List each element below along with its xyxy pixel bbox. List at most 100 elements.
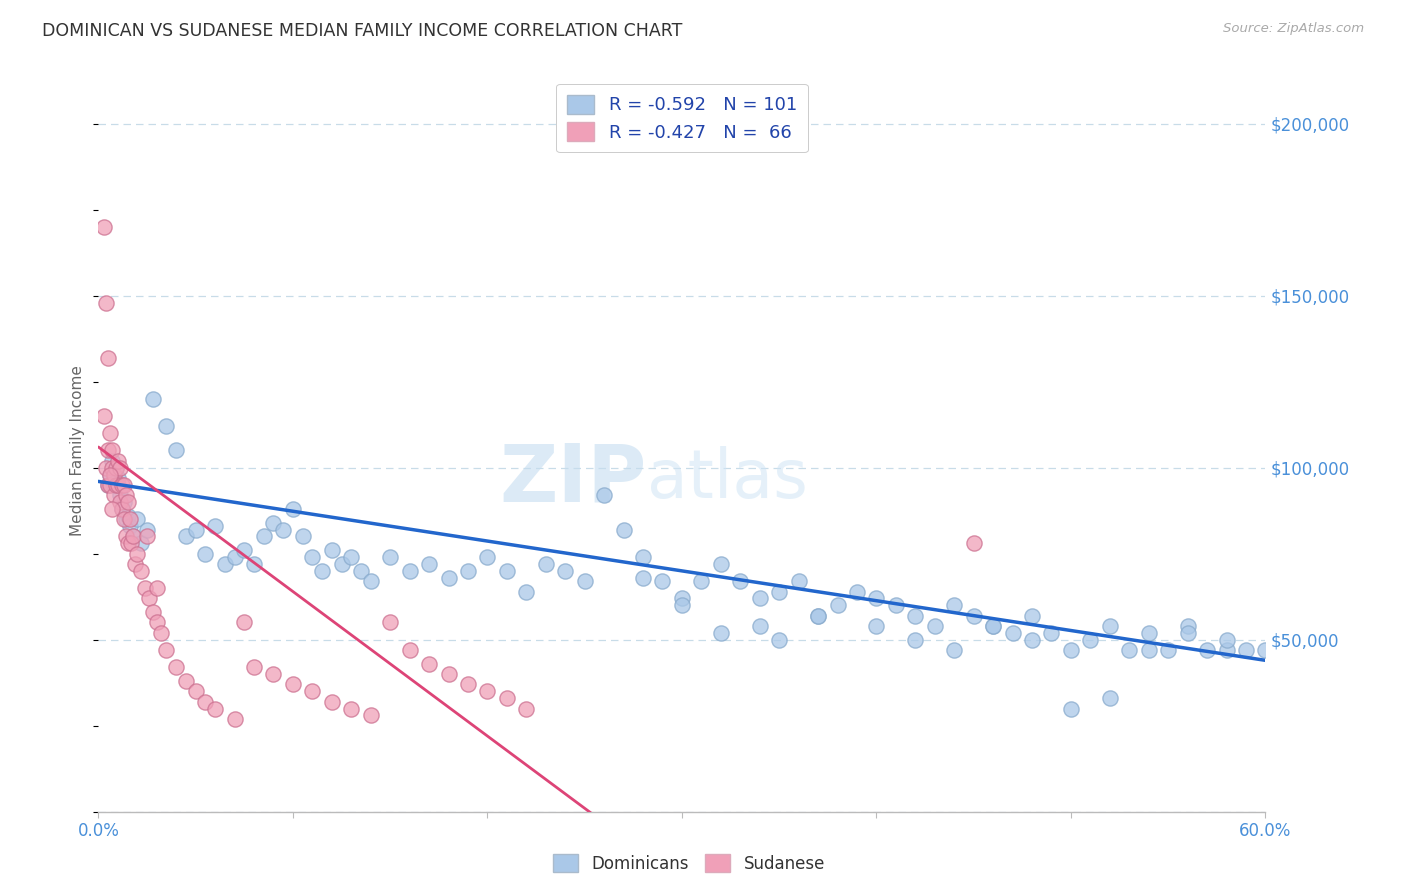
- Point: [457, 677, 479, 691]
- Point: [136, 529, 159, 543]
- Point: [184, 523, 207, 537]
- Point: [253, 529, 276, 543]
- Point: [112, 495, 135, 509]
- Point: [96, 460, 118, 475]
- Point: [271, 523, 294, 537]
- Point: [1098, 691, 1121, 706]
- Point: [97, 443, 120, 458]
- Point: [194, 547, 217, 561]
- Point: [204, 519, 226, 533]
- Point: [118, 519, 141, 533]
- Point: [1234, 643, 1257, 657]
- Point: [291, 529, 314, 543]
- Point: [165, 660, 187, 674]
- Point: [845, 584, 868, 599]
- Text: DOMINICAN VS SUDANESE MEDIAN FAMILY INCOME CORRELATION CHART: DOMINICAN VS SUDANESE MEDIAN FAMILY INCO…: [42, 22, 682, 40]
- Point: [149, 625, 172, 640]
- Point: [93, 219, 115, 234]
- Point: [134, 581, 156, 595]
- Point: [1040, 625, 1063, 640]
- Point: [103, 467, 125, 482]
- Point: [807, 608, 830, 623]
- Point: [360, 574, 382, 589]
- Point: [1254, 643, 1277, 657]
- Point: [1215, 643, 1237, 657]
- Point: [224, 550, 246, 565]
- Point: [710, 625, 733, 640]
- Point: [243, 557, 266, 571]
- Point: [127, 547, 149, 561]
- Point: [554, 564, 576, 578]
- Point: [437, 667, 460, 681]
- Point: [142, 392, 165, 406]
- Point: [748, 591, 770, 606]
- Point: [301, 684, 323, 698]
- Point: [114, 512, 136, 526]
- Point: [281, 677, 304, 691]
- Point: [97, 478, 120, 492]
- Point: [121, 536, 143, 550]
- Point: [1001, 625, 1024, 640]
- Point: [124, 557, 146, 571]
- Point: [107, 471, 129, 485]
- Point: [1021, 608, 1043, 623]
- Point: [262, 667, 284, 681]
- Point: [108, 495, 131, 509]
- Point: [515, 701, 537, 715]
- Point: [360, 708, 382, 723]
- Point: [321, 695, 343, 709]
- Text: ZIP: ZIP: [499, 441, 647, 518]
- Point: [904, 632, 927, 647]
- Point: [98, 467, 121, 482]
- Point: [122, 529, 145, 543]
- Point: [103, 478, 125, 492]
- Point: [728, 574, 751, 589]
- Point: [114, 529, 136, 543]
- Point: [98, 467, 121, 482]
- Point: [117, 536, 139, 550]
- Point: [233, 615, 256, 630]
- Point: [112, 512, 135, 526]
- Point: [101, 443, 124, 458]
- Point: [103, 488, 125, 502]
- Text: atlas: atlas: [647, 446, 808, 512]
- Point: [155, 419, 177, 434]
- Point: [651, 574, 673, 589]
- Point: [1098, 619, 1121, 633]
- Point: [340, 701, 363, 715]
- Point: [321, 543, 343, 558]
- Point: [515, 584, 537, 599]
- Point: [111, 502, 134, 516]
- Point: [184, 684, 207, 698]
- Point: [350, 564, 373, 578]
- Point: [301, 550, 323, 565]
- Point: [477, 550, 499, 565]
- Point: [748, 619, 770, 633]
- Point: [107, 478, 129, 492]
- Point: [495, 564, 517, 578]
- Point: [495, 691, 517, 706]
- Point: [194, 695, 217, 709]
- Point: [204, 701, 226, 715]
- Point: [981, 619, 1004, 633]
- Point: [612, 523, 634, 537]
- Point: [1118, 643, 1140, 657]
- Point: [631, 571, 654, 585]
- Point: [710, 557, 733, 571]
- Point: [768, 632, 790, 647]
- Point: [1060, 643, 1083, 657]
- Point: [768, 584, 790, 599]
- Point: [1177, 625, 1199, 640]
- Point: [281, 502, 304, 516]
- Point: [138, 591, 160, 606]
- Point: [1080, 632, 1102, 647]
- Legend: Dominicans, Sudanese: Dominicans, Sudanese: [546, 847, 832, 880]
- Point: [924, 619, 946, 633]
- Point: [865, 591, 887, 606]
- Point: [378, 550, 402, 565]
- Point: [97, 478, 120, 492]
- Point: [108, 488, 131, 502]
- Y-axis label: Median Family Income: Median Family Income: [70, 365, 86, 536]
- Point: [262, 516, 284, 530]
- Point: [129, 536, 152, 550]
